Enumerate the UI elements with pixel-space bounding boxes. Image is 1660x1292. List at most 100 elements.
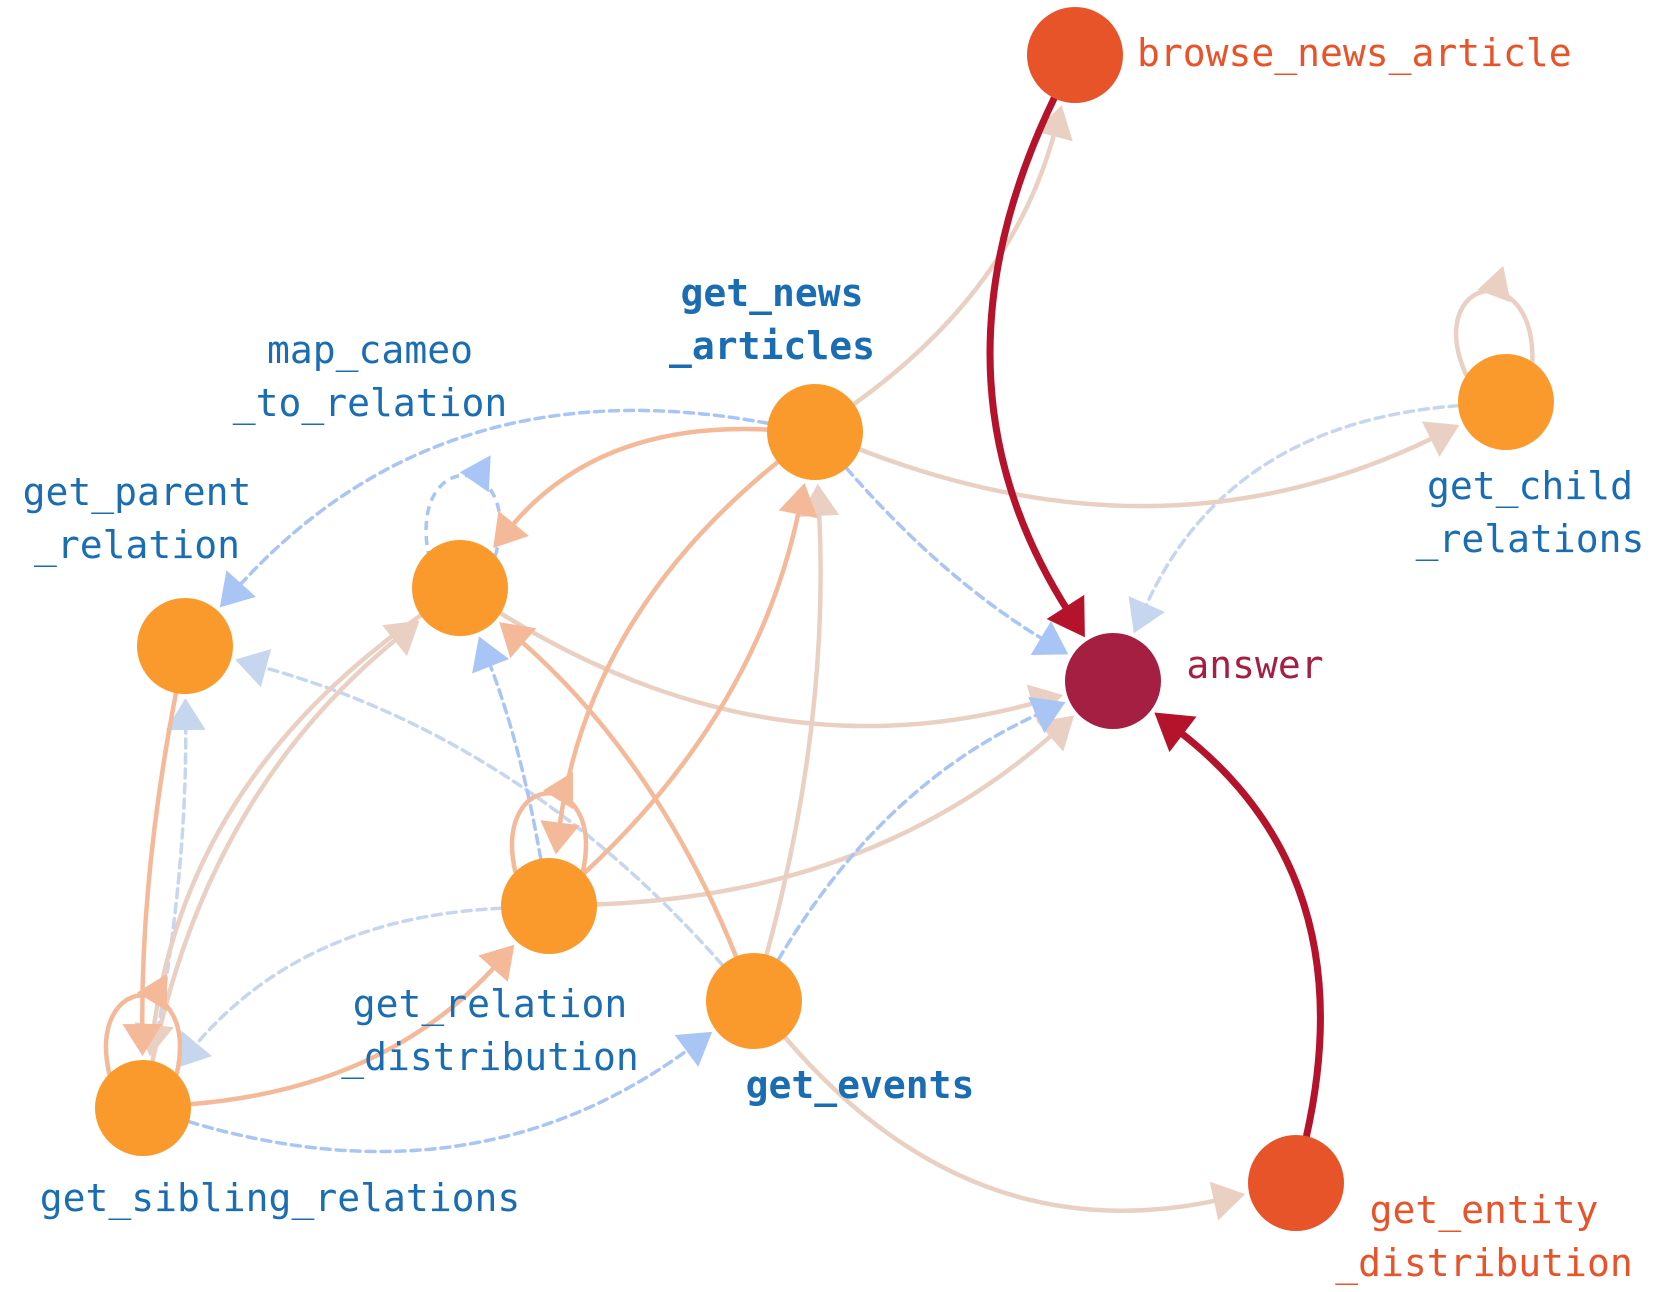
edge-map-cameo-to-relation-to-answer-line <box>498 611 1041 729</box>
edge-get-news-articles-to-map-cameo-to-relation-arrowhead <box>493 510 529 548</box>
edge-get-sibling-relations-to-map-cameo-to-relation-arrowhead <box>382 620 420 657</box>
node-label-line: map_cameo <box>267 328 473 373</box>
edge-get-news-articles-to-answer-line <box>844 466 1049 644</box>
edge-get-news-articles-to-answer <box>844 466 1069 656</box>
edge-get-news-articles-to-browse-news-article <box>851 105 1073 407</box>
node-get-parent-relation[interactable] <box>137 598 233 694</box>
edge-get-child-relations-to-answer-arrowhead <box>1128 596 1165 634</box>
node-browse-news-article[interactable] <box>1027 7 1123 103</box>
node-label-line: _distribution <box>1335 1241 1632 1286</box>
node-label-line: get_events <box>746 1063 975 1107</box>
edge-get-parent-relation-to-get-sibling-relations-line <box>140 690 179 1033</box>
edge-get-entity-distribution-to-answer <box>1154 712 1324 1140</box>
node-label-line: get_parent <box>23 470 252 515</box>
edge-get-sibling-relations-to-get-parent-relation-line <box>150 721 188 1063</box>
edge-get-parent-relation-to-get-sibling-relations <box>122 690 179 1057</box>
edge-get-events-to-get-entity-distribution <box>782 1035 1246 1221</box>
edge-get-sibling-relations-to-get-events-arrowhead <box>674 1031 713 1067</box>
edge-get-sibling-relations-to-get-relation-distribution-arrowhead <box>478 944 515 982</box>
edge-get-relation-distribution-to-get-sibling-relations <box>176 906 503 1069</box>
node-label-line: _articles <box>669 324 875 368</box>
edge-get-relation-distribution-to-get-news-articles <box>581 482 818 876</box>
edge-get-events-to-get-parent-relation-arrowhead <box>235 648 272 688</box>
edge-map-cameo-to-relation-to-answer <box>498 611 1063 729</box>
node-get-entity-distribution[interactable] <box>1248 1135 1344 1231</box>
edge-get-relation-distribution-to-get-news-articles-line <box>581 505 802 876</box>
edge-get-relation-distribution-to-map-cameo-to-relation-arrowhead <box>472 636 510 674</box>
node-label-get-relation-distribution: get_relation _distribution <box>341 982 638 1080</box>
edge-get-news-articles-to-get-relation-distribution <box>540 459 780 855</box>
edge-get-news-articles-to-browse-news-article-arrowhead <box>1034 105 1073 142</box>
edge-get-parent-relation-to-get-sibling-relations-arrowhead <box>122 1023 163 1057</box>
edge-browse-news-article-to-answer <box>986 94 1085 638</box>
edge-get-sibling-relations-to-map-cameo-to-relation <box>150 620 420 1064</box>
node-answer[interactable] <box>1065 633 1161 729</box>
edge-get-news-articles-to-map-cameo-to-relation-line <box>507 426 770 531</box>
edge-get-relation-distribution-to-answer-line <box>594 730 1058 907</box>
edge-get-child-relations-to-get-child-relations-arrowhead <box>1477 265 1511 303</box>
edge-get-news-articles-to-get-parent-relation-line <box>235 408 770 591</box>
node-get-child-relations[interactable] <box>1458 354 1554 450</box>
node-label-line: browse_news_article <box>1137 31 1572 76</box>
edge-get-news-articles-to-get-child-relations-arrowhead <box>1421 421 1460 457</box>
node-label-line: get_entity <box>1370 1188 1599 1233</box>
edge-get-sibling-relations-to-get-parent-relation-arrowhead <box>165 697 206 731</box>
node-label-get-news-articles: get_news _articles <box>669 271 875 368</box>
node-label-browse-news-article: browse_news_article <box>1137 31 1572 76</box>
node-label-line: _relations <box>1416 517 1645 562</box>
edge-get-events-to-answer <box>776 696 1066 962</box>
edge-get-events-to-get-entity-distribution-line <box>782 1035 1223 1213</box>
edge-get-news-articles-to-get-parent-relation-arrowhead <box>219 570 256 608</box>
node-get-relation-distribution[interactable] <box>501 858 597 954</box>
edges-layer <box>103 94 1535 1221</box>
edge-map-cameo-to-relation-to-map-cameo-to-relation-arrowhead <box>459 455 491 493</box>
edge-get-news-articles-to-get-relation-distribution-arrowhead <box>540 820 580 855</box>
node-label-line: get_sibling_relations <box>40 1176 520 1221</box>
edge-get-child-relations-to-get-child-relations <box>1453 265 1535 377</box>
edge-get-news-articles-to-browse-news-article-line <box>851 127 1058 407</box>
edge-get-events-to-map-cameo-to-relation-line <box>516 636 739 959</box>
edge-get-relation-distribution-to-map-cameo-to-relation-line <box>486 658 543 861</box>
node-get-news-articles[interactable] <box>767 384 863 480</box>
edge-get-relation-distribution-to-map-cameo-to-relation <box>472 636 543 861</box>
edge-get-events-to-answer-line <box>776 710 1044 962</box>
node-label-get-entity-distribution: get_entity _distribution <box>1335 1188 1632 1286</box>
node-label-line: _to_relation <box>233 381 508 426</box>
node-label-line: _relation <box>34 523 240 568</box>
edge-get-events-to-answer-arrowhead <box>1028 696 1066 734</box>
edge-get-sibling-relations-to-get-parent-relation <box>150 697 206 1063</box>
edge-get-news-articles-to-get-child-relations <box>857 421 1460 509</box>
node-label-get-parent-relation: get_parent _relation <box>23 470 252 568</box>
nodes-layer <box>95 7 1554 1231</box>
edge-get-news-articles-to-answer-arrowhead <box>1030 620 1069 656</box>
edge-get-sibling-relations-to-map-cameo-to-relation-line <box>150 634 402 1064</box>
edge-get-news-articles-to-map-cameo-to-relation <box>493 426 770 548</box>
edge-get-entity-distribution-to-answer-line <box>1173 726 1324 1140</box>
edge-get-events-to-get-news-articles-line <box>764 507 823 957</box>
labels-layer: browse_news_article get_news _articles map_… <box>23 31 1645 1286</box>
edge-map-cameo-to-relation-to-get-sibling-relations-line <box>151 613 423 1034</box>
node-get-events[interactable] <box>706 953 802 1049</box>
node-map-cameo-to-relation[interactable] <box>412 540 508 636</box>
edge-browse-news-article-to-answer-line <box>986 94 1073 617</box>
node-get-sibling-relations[interactable] <box>95 1060 191 1156</box>
node-label-line: get_relation <box>353 982 628 1027</box>
node-label-line: answer <box>1186 643 1323 687</box>
edge-get-news-articles-to-get-relation-distribution-line <box>556 459 780 832</box>
edge-get-child-relations-to-answer-line <box>1142 403 1460 612</box>
edge-get-relation-distribution-to-get-sibling-relations-arrowhead <box>176 1030 213 1069</box>
edge-get-sibling-relations-to-get-relation-distribution-line <box>188 961 500 1107</box>
edge-get-sibling-relations-to-get-events <box>187 1031 713 1154</box>
edge-get-news-articles-to-get-child-relations-line <box>857 434 1439 509</box>
node-label-answer: answer <box>1186 643 1323 687</box>
edge-get-sibling-relations-to-get-events-line <box>187 1045 694 1154</box>
edge-get-events-to-map-cameo-to-relation <box>499 622 739 959</box>
edge-get-relation-distribution-to-get-news-articles-arrowhead <box>778 482 818 519</box>
node-label-line: get_child <box>1427 464 1633 509</box>
node-label-line: _distribution <box>341 1035 638 1080</box>
edge-get-sibling-relations-to-get-sibling-relations-arrowhead <box>137 973 167 1012</box>
edge-get-relation-distribution-to-get-relation-distribution <box>509 771 589 873</box>
node-label-map-cameo-to-relation: map_cameo _to_relation <box>233 328 508 426</box>
edge-get-events-to-get-entity-distribution-arrowhead <box>1209 1181 1246 1221</box>
